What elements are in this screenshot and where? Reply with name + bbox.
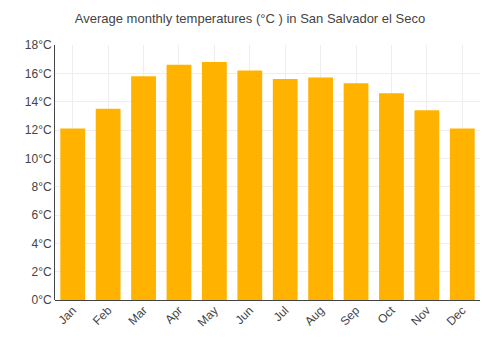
svg-text:4°C: 4°C bbox=[31, 237, 51, 251]
svg-text:Oct: Oct bbox=[375, 303, 399, 327]
svg-text:8°C: 8°C bbox=[31, 180, 51, 194]
svg-text:Sep: Sep bbox=[337, 303, 362, 328]
svg-text:Jun: Jun bbox=[233, 303, 257, 327]
svg-text:Mar: Mar bbox=[125, 303, 150, 328]
svg-text:Jan: Jan bbox=[55, 303, 79, 327]
svg-text:Aug: Aug bbox=[302, 303, 327, 328]
svg-text:6°C: 6°C bbox=[31, 208, 51, 222]
svg-text:Average monthly temperatures (: Average monthly temperatures (°C ) in Sa… bbox=[75, 11, 425, 26]
svg-text:Dec: Dec bbox=[444, 303, 469, 328]
svg-text:2°C: 2°C bbox=[31, 265, 51, 279]
svg-text:Feb: Feb bbox=[90, 303, 115, 328]
svg-text:12°C: 12°C bbox=[25, 123, 52, 137]
svg-text:Jul: Jul bbox=[271, 303, 292, 324]
svg-text:18°C: 18°C bbox=[25, 38, 52, 52]
svg-text:0°C: 0°C bbox=[31, 293, 51, 307]
svg-text:Nov: Nov bbox=[408, 303, 433, 328]
svg-text:16°C: 16°C bbox=[25, 67, 52, 81]
svg-text:10°C: 10°C bbox=[25, 152, 52, 166]
svg-text:14°C: 14°C bbox=[25, 95, 52, 109]
svg-text:May: May bbox=[195, 303, 221, 329]
svg-text:Apr: Apr bbox=[162, 303, 185, 326]
